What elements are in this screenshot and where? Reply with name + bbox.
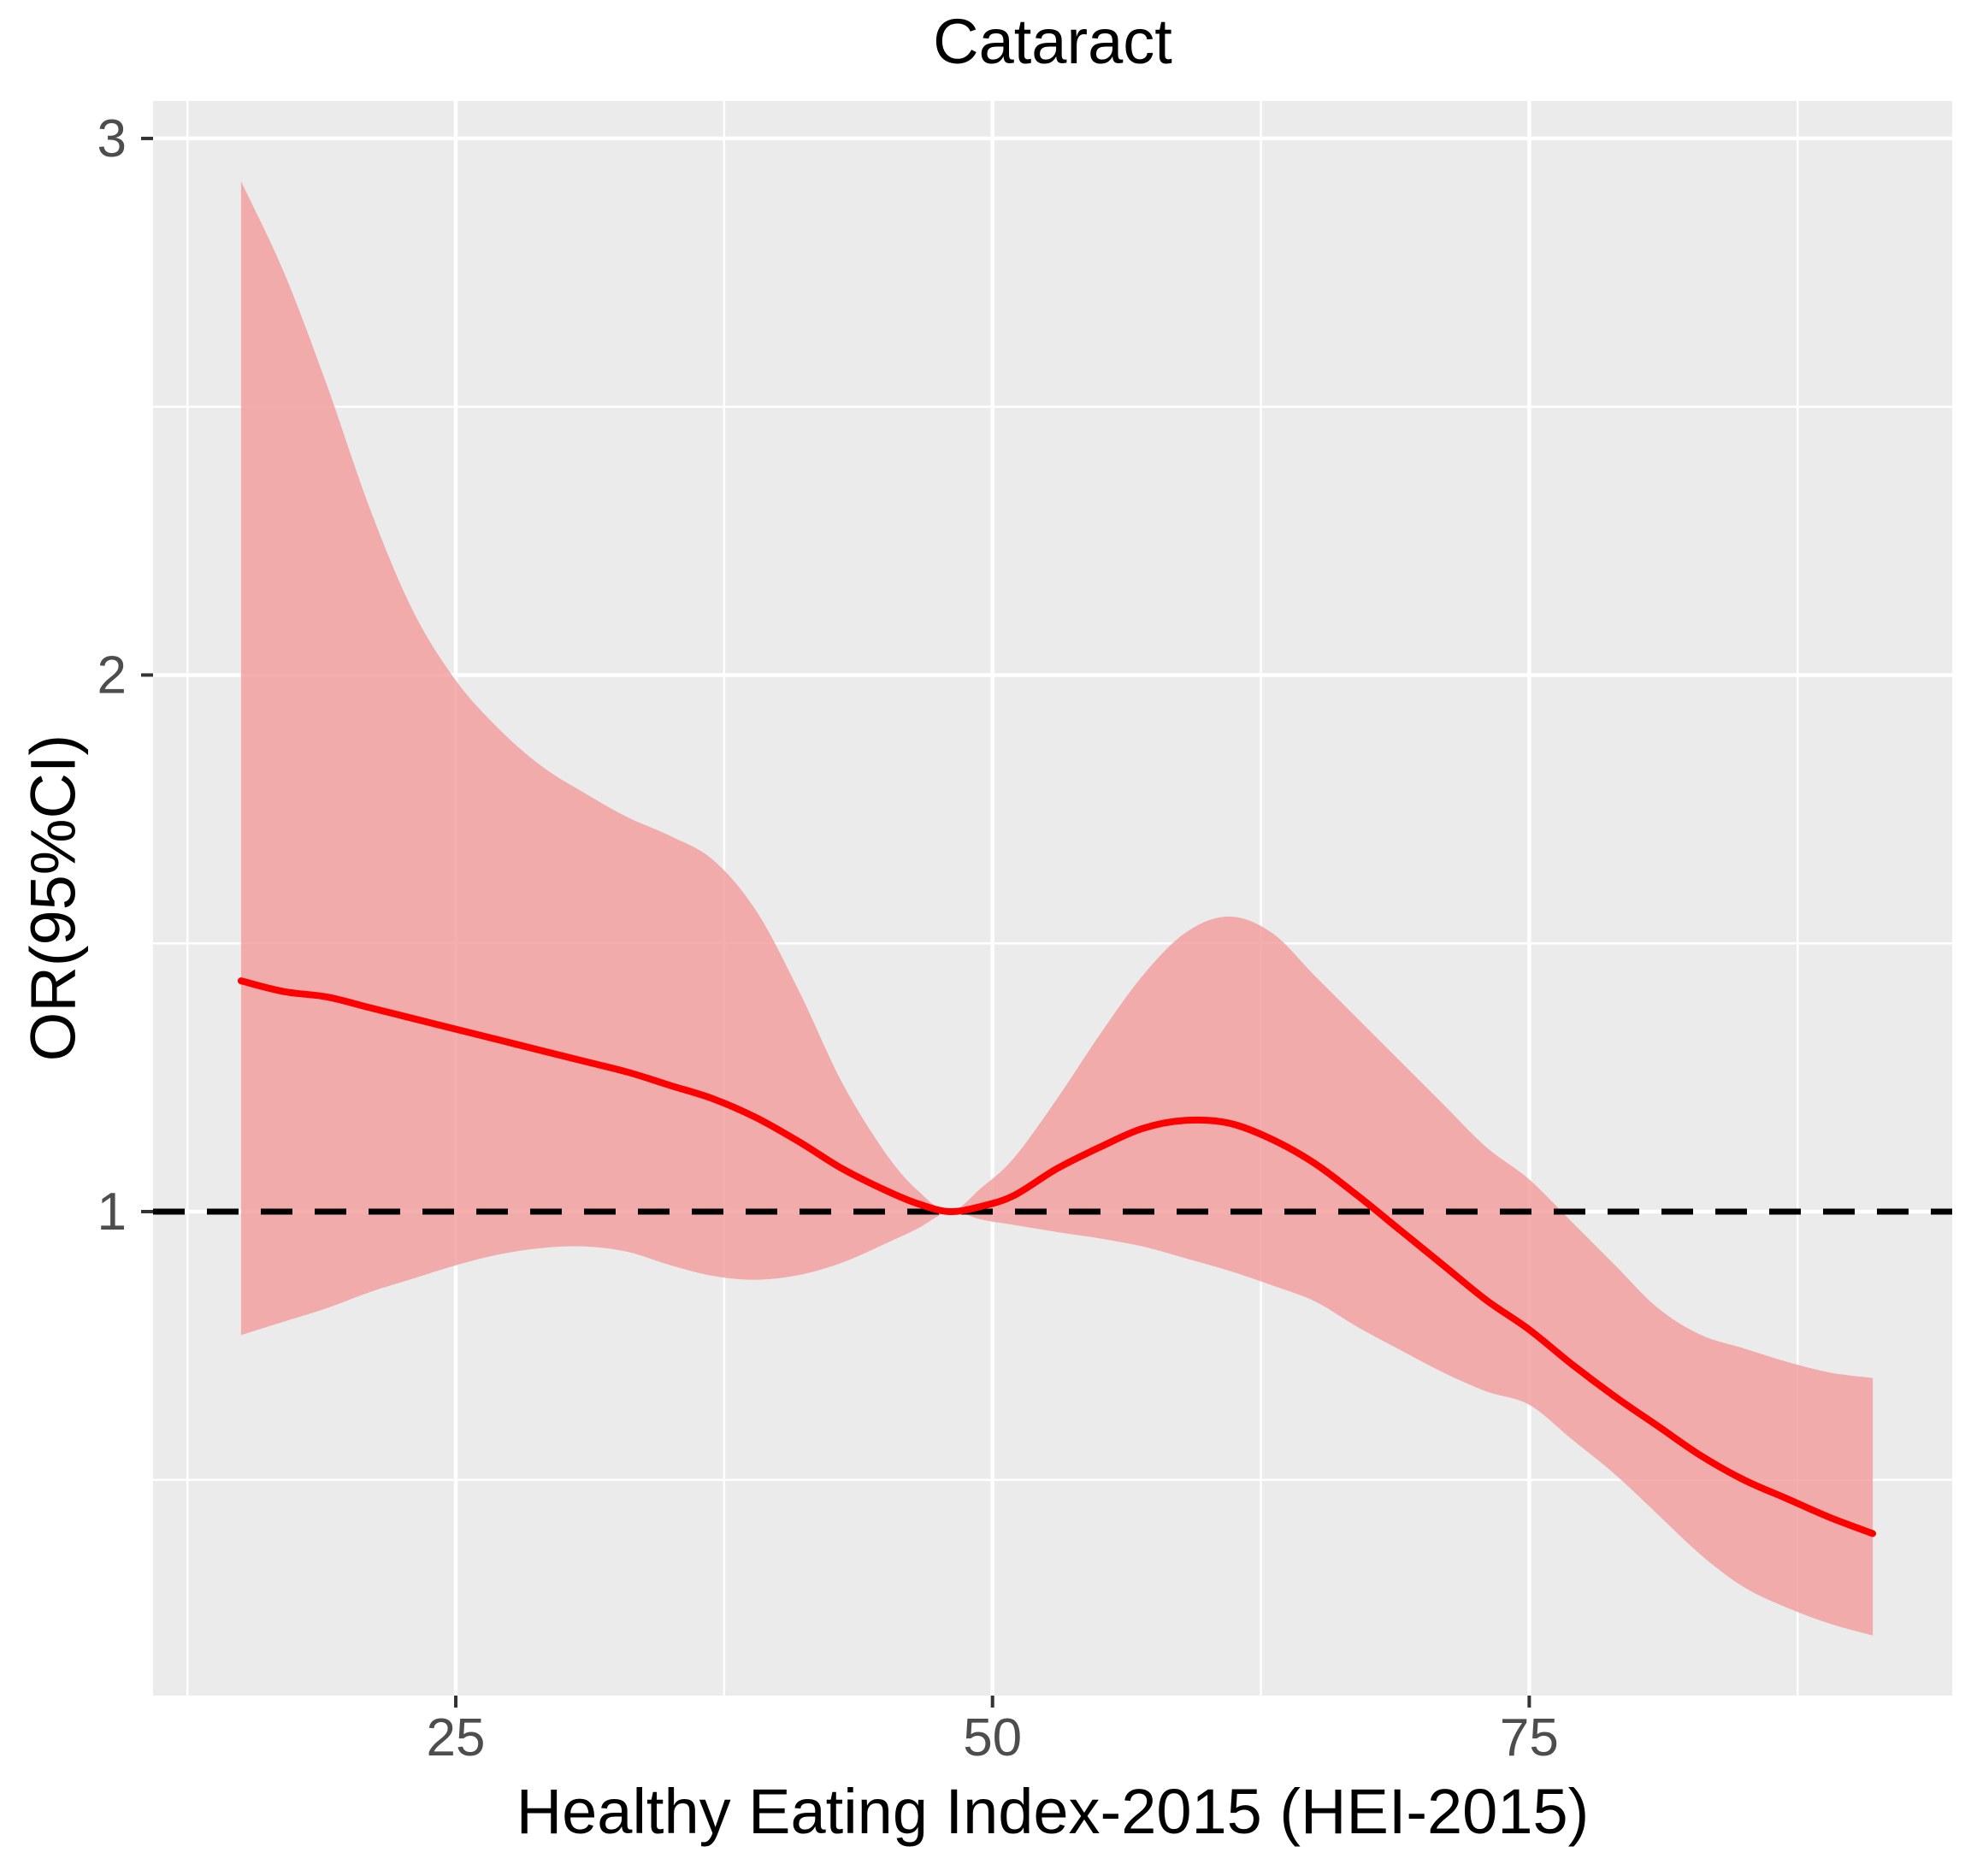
y-tick-label: 1 [97,1183,127,1242]
x-tick-label: 25 [427,1708,486,1767]
y-axis-tick-marks [141,136,153,1213]
x-axis-title: Healthy Eating Index-2015 (HEI-2015) [516,1776,1590,1847]
x-axis-tick-marks [454,1696,1531,1708]
y-axis-tick-labels: 1 2 3 [97,109,127,1242]
y-axis-title: OR(95%CI) [17,734,89,1062]
chart-title: Cataract [933,6,1172,77]
y-tick-label: 3 [97,109,127,168]
x-tick-label: 50 [963,1708,1022,1767]
x-axis-tick-labels: 25 50 75 [427,1708,1559,1767]
y-tick-label: 2 [97,646,127,705]
x-tick-label: 75 [1500,1708,1559,1767]
confidence-band [240,181,1874,1636]
or-curve [237,977,1877,1537]
